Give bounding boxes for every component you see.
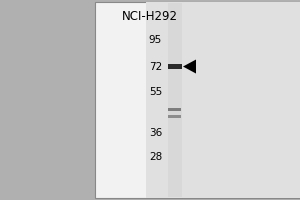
Text: 95: 95 <box>149 35 162 45</box>
Bar <box>168 115 181 118</box>
Polygon shape <box>183 60 196 74</box>
Text: 55: 55 <box>149 87 162 97</box>
Bar <box>168 64 182 69</box>
Text: NCI-H292: NCI-H292 <box>122 10 178 23</box>
Text: 72: 72 <box>149 62 162 72</box>
Bar <box>146 2 300 198</box>
Text: 28: 28 <box>149 152 162 162</box>
Bar <box>168 108 181 111</box>
Bar <box>168 3 182 197</box>
Text: 36: 36 <box>149 128 162 138</box>
Bar <box>95 2 300 198</box>
